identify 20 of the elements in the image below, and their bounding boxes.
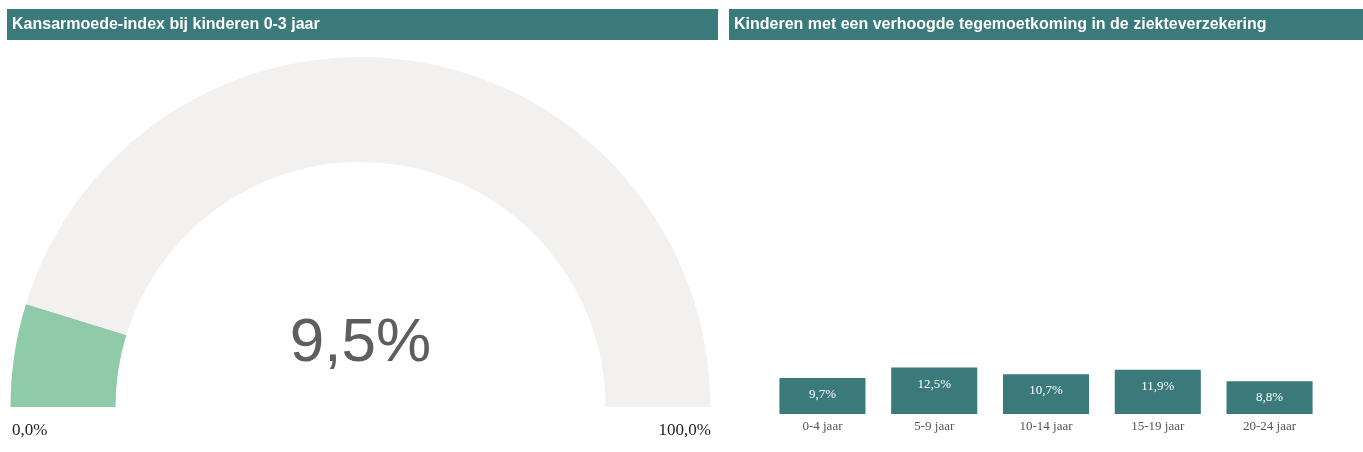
data-label: 11,9% [1141, 377, 1175, 393]
bar [1114, 369, 1201, 414]
x-tick-label: 20-24 jaar [1243, 417, 1297, 433]
bar [1226, 381, 1313, 414]
data-label: 8,8% [1256, 389, 1284, 405]
x-tick-label: 15-19 jaar [1131, 417, 1185, 433]
data-label: 12,5% [917, 375, 952, 391]
x-tick-label: 10-14 jaar [1019, 417, 1074, 433]
bar [891, 367, 978, 414]
x-tick-label: 0-4 jaar [802, 417, 844, 433]
bar [1002, 374, 1090, 414]
x-tick-label: 5-9 jaar [914, 417, 955, 433]
data-label: 10,7% [1029, 382, 1063, 398]
text: 9,5% [289, 305, 432, 374]
bar [779, 377, 866, 414]
data-label: 9,7% [808, 385, 837, 401]
text: 0,0% [12, 420, 48, 439]
chart-title: Kinderen met een verhoogde tegemoetkoming in de ziekteverzekering [729, 9, 1363, 40]
chart-title: Kansarmoede-index bij kinderen 0-3 jaar [7, 9, 718, 40]
text: 100,0% [658, 420, 711, 439]
